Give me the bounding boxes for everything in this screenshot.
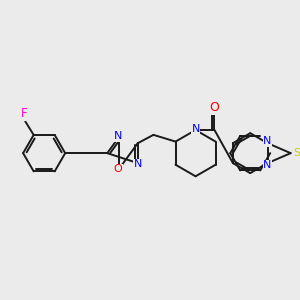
Text: S: S	[293, 148, 300, 158]
Text: O: O	[113, 164, 122, 174]
Text: N: N	[114, 131, 122, 141]
Text: N: N	[134, 159, 142, 169]
Text: F: F	[21, 107, 28, 120]
Text: N: N	[191, 124, 200, 134]
Text: N: N	[263, 160, 272, 170]
Text: N: N	[263, 136, 272, 146]
Text: O: O	[210, 101, 219, 114]
